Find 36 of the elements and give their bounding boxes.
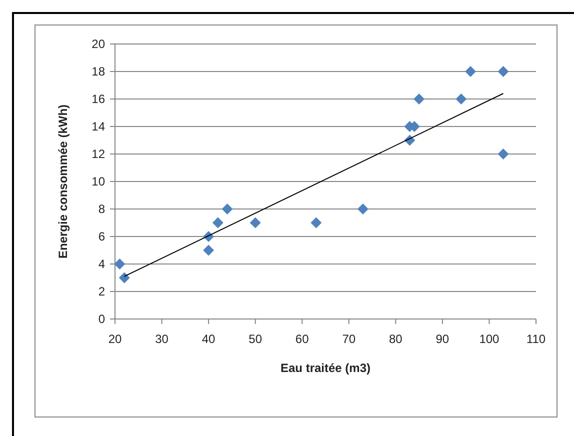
x-tick-label: 90 bbox=[436, 332, 450, 346]
x-tick-label: 30 bbox=[155, 332, 169, 346]
y-tick-label: 16 bbox=[92, 92, 106, 106]
y-tick-label: 10 bbox=[92, 174, 106, 188]
point bbox=[250, 217, 261, 228]
y-tick-label: 12 bbox=[92, 147, 106, 161]
x-tick-label: 20 bbox=[108, 332, 122, 346]
y-tick-label: 0 bbox=[98, 312, 106, 326]
y-tick-label: 2 bbox=[98, 284, 106, 298]
point bbox=[118, 272, 130, 284]
point bbox=[357, 204, 368, 214]
x-axis-title: Eau traitée (m3) bbox=[280, 361, 371, 375]
y-tick-label: 14 bbox=[92, 120, 106, 134]
y-tick-label: 20 bbox=[92, 37, 106, 51]
x-tick-label: 70 bbox=[342, 332, 356, 346]
y-tick-label: 6 bbox=[98, 230, 106, 244]
y-axis-title: Energie consommée (kWh) bbox=[56, 104, 70, 259]
x-tick-label: 60 bbox=[295, 332, 310, 346]
point bbox=[414, 94, 425, 104]
y-tick-label: 18 bbox=[92, 64, 106, 78]
point bbox=[456, 94, 467, 104]
point bbox=[310, 217, 322, 228]
point bbox=[465, 66, 476, 77]
point bbox=[203, 244, 214, 256]
point bbox=[498, 66, 509, 77]
x-tick-label: 80 bbox=[388, 332, 403, 346]
point bbox=[498, 148, 509, 160]
x-tick-label: 50 bbox=[248, 332, 262, 346]
x-tick-label: 110 bbox=[526, 332, 546, 346]
y-tick-label: 8 bbox=[98, 202, 106, 216]
y-tick-label: 4 bbox=[98, 257, 106, 271]
point bbox=[114, 258, 126, 270]
x-tick-label: 40 bbox=[202, 332, 216, 346]
point bbox=[222, 204, 233, 214]
x-tick-label: 100 bbox=[479, 332, 500, 346]
point bbox=[212, 217, 224, 228]
